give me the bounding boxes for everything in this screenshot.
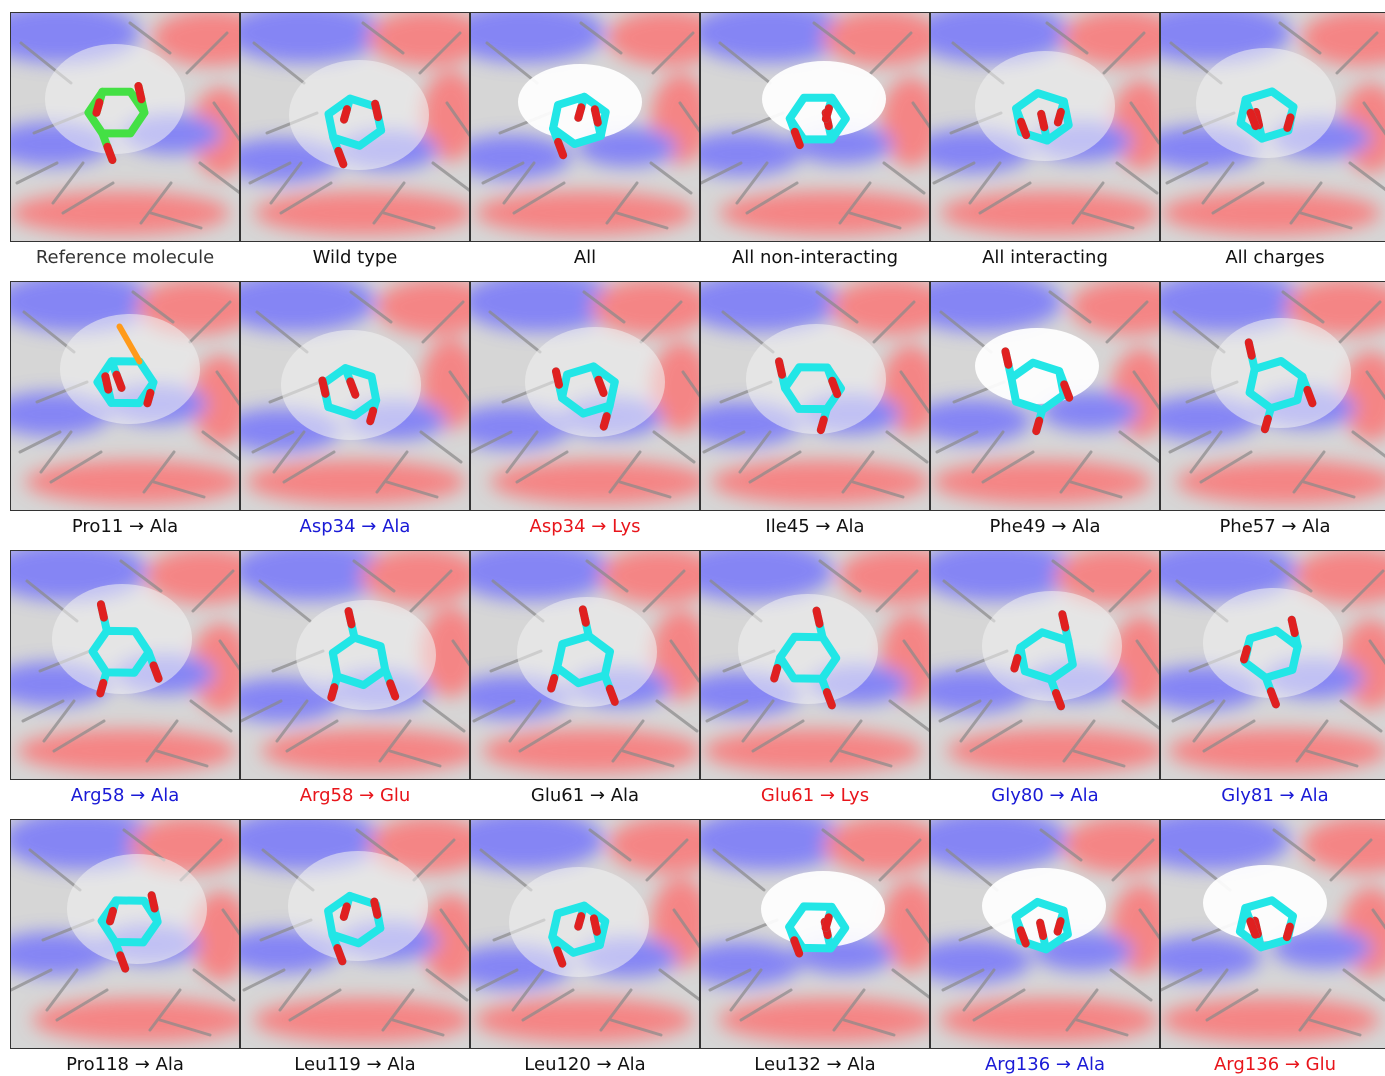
panel-cell: Pro11 → Ala — [10, 281, 240, 538]
panel-caption: All charges — [1225, 247, 1325, 268]
panel-caption: Gly80 → Ala — [991, 785, 1099, 806]
ligand-pocket-render — [700, 819, 930, 1049]
ligand-pocket-render — [1160, 550, 1385, 780]
panel-caption: Arg58 → Ala — [70, 785, 180, 806]
panel-cell: Gly81 → Ala — [1160, 550, 1385, 807]
ligand-pocket-render — [10, 12, 240, 242]
ligand-pocket-render — [470, 12, 700, 242]
panel-caption: Reference molecule — [35, 247, 215, 268]
panel-cell: Reference molecule — [10, 12, 240, 269]
panel-cell: Phe57 → Ala — [1160, 281, 1385, 538]
panel-caption: All interacting — [982, 247, 1108, 268]
mutation-panel-grid: Reference molecule Wild type All All non-in… — [10, 12, 1385, 1076]
ligand-pocket-render — [240, 819, 470, 1049]
panel-caption: Phe49 → Ala — [989, 516, 1101, 537]
ligand-pocket-render — [1160, 12, 1385, 242]
panel-cell: Asp34 → Ala — [240, 281, 470, 538]
panel-caption: Pro118 → Ala — [66, 1054, 184, 1075]
panel-cell: Leu132 → Ala — [700, 819, 930, 1076]
panel-cell: Arg136 → Ala — [930, 819, 1160, 1076]
panel-caption: Leu120 → Ala — [524, 1054, 646, 1075]
panel-cell: Asp34 → Lys — [470, 281, 700, 538]
panel-caption: Phe57 → Ala — [1219, 516, 1331, 537]
panel-caption: Asp34 → Ala — [299, 516, 411, 537]
panel-cell: Pro118 → Ala — [10, 819, 240, 1076]
ligand-pocket-render — [240, 12, 470, 242]
ligand-pocket-render — [930, 550, 1160, 780]
panel-caption: Glu61 → Lys — [760, 785, 870, 806]
panel-caption: All — [573, 247, 597, 268]
panel-caption: Ile45 → Ala — [765, 516, 865, 537]
panel-cell: Glu61 → Ala — [470, 550, 700, 807]
panel-caption: Arg136 → Glu — [1213, 1054, 1337, 1075]
ligand-pocket-render — [930, 281, 1160, 511]
panel-cell: Leu120 → Ala — [470, 819, 700, 1076]
panel-cell: All interacting — [930, 12, 1160, 269]
panel-cell: Wild type — [240, 12, 470, 269]
panel-caption: Leu119 → Ala — [294, 1054, 416, 1075]
ligand-pocket-render — [700, 550, 930, 780]
ligand-pocket-render — [10, 550, 240, 780]
panel-cell: Arg58 → Glu — [240, 550, 470, 807]
panel-cell: Arg58 → Ala — [10, 550, 240, 807]
panel-caption: All non-interacting — [731, 247, 899, 268]
panel-caption: Gly81 → Ala — [1221, 785, 1329, 806]
ligand-pocket-render — [240, 281, 470, 511]
panel-caption: Glu61 → Ala — [530, 785, 640, 806]
panel-cell: Phe49 → Ala — [930, 281, 1160, 538]
ligand-pocket-render — [930, 12, 1160, 242]
ligand-pocket-render — [1160, 819, 1385, 1049]
panel-caption: Asp34 → Lys — [529, 516, 641, 537]
panel-caption: Arg136 → Ala — [984, 1054, 1106, 1075]
panel-cell: Arg136 → Glu — [1160, 819, 1385, 1076]
ligand-pocket-render — [470, 550, 700, 780]
ligand-pocket-render — [240, 550, 470, 780]
ligand-pocket-render — [1160, 281, 1385, 511]
ligand-pocket-render — [470, 819, 700, 1049]
panel-cell: All charges — [1160, 12, 1385, 269]
ligand-pocket-render — [930, 819, 1160, 1049]
panel-cell: All non-interacting — [700, 12, 930, 269]
panel-caption: Leu132 → Ala — [754, 1054, 876, 1075]
panel-cell: Ile45 → Ala — [700, 281, 930, 538]
panel-caption: Arg58 → Glu — [299, 785, 411, 806]
panel-caption: Wild type — [312, 247, 398, 268]
panel-cell: All — [470, 12, 700, 269]
ligand-pocket-render — [700, 12, 930, 242]
ligand-pocket-render — [470, 281, 700, 511]
panel-cell: Glu61 → Lys — [700, 550, 930, 807]
ligand-pocket-render — [700, 281, 930, 511]
panel-cell: Gly80 → Ala — [930, 550, 1160, 807]
panel-caption: Pro11 → Ala — [71, 516, 179, 537]
ligand-pocket-render — [10, 281, 240, 511]
ligand-pocket-render — [10, 819, 240, 1049]
panel-cell: Leu119 → Ala — [240, 819, 470, 1076]
